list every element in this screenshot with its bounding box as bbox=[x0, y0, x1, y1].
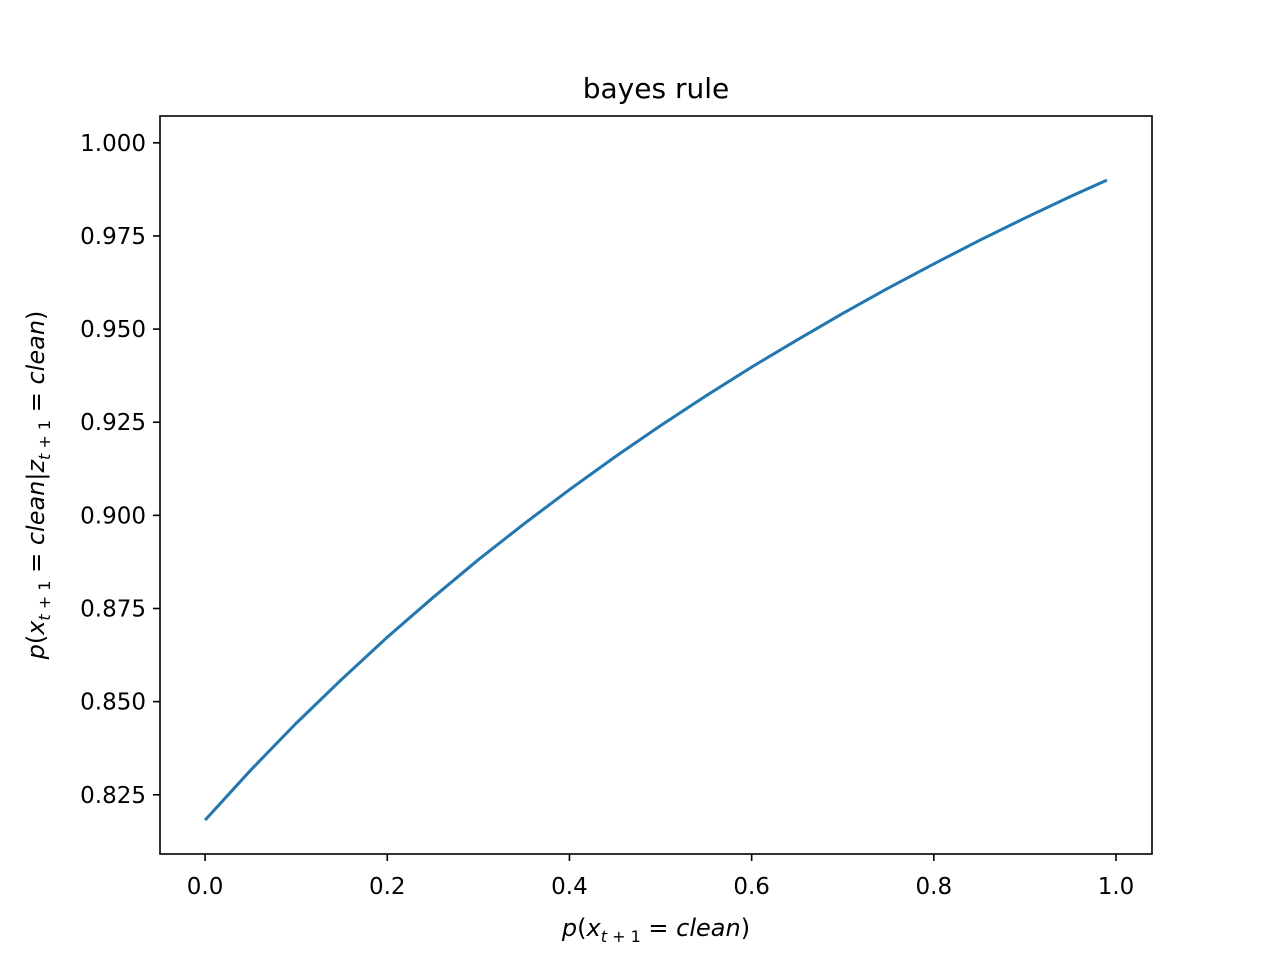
y-tick-label: 0.875 bbox=[80, 596, 146, 622]
x-axis-label: p(xt + 1 = clean) bbox=[561, 914, 750, 946]
y-tick-label: 1.000 bbox=[80, 131, 146, 157]
x-tick-label: 0.8 bbox=[916, 874, 953, 900]
series-line bbox=[203, 178, 1108, 822]
y-tick-label: 0.925 bbox=[80, 410, 146, 436]
chart-title: bayes rule bbox=[583, 72, 729, 105]
y-tick-label: 0.900 bbox=[80, 503, 146, 529]
x-tick-label: 0.2 bbox=[369, 874, 406, 900]
x-tick-label: 0.4 bbox=[551, 874, 588, 900]
x-tick-label: 0.6 bbox=[733, 874, 770, 900]
y-tick-label: 0.975 bbox=[80, 224, 146, 250]
y-tick-label: 0.825 bbox=[80, 783, 146, 809]
x-tick-label: 1.0 bbox=[1098, 874, 1135, 900]
x-tick-label: 0.0 bbox=[187, 874, 224, 900]
series-layer bbox=[203, 178, 1108, 822]
x-axis-ticks: 0.0 0.2 0.4 0.6 0.8 1.0 bbox=[187, 854, 1135, 900]
y-axis-label: p(xt + 1 = clean|zt + 1 = clean) bbox=[22, 311, 54, 661]
y-tick-label: 0.950 bbox=[80, 317, 146, 343]
y-tick-label: 0.850 bbox=[80, 690, 146, 716]
plot-frame bbox=[159, 115, 1153, 855]
y-axis-ticks: 0.825 0.850 0.875 0.900 0.925 0.950 0.975 1.000 bbox=[80, 131, 160, 809]
plot-area bbox=[159, 115, 1153, 855]
